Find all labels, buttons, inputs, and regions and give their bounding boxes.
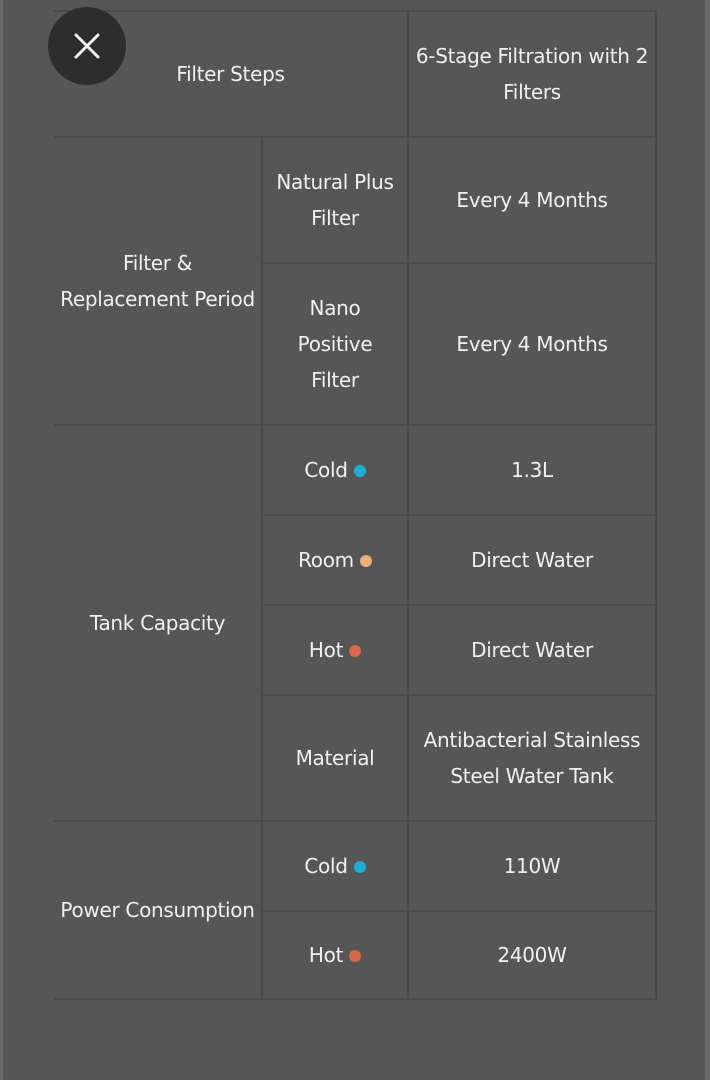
filter-replacement-label: Filter & Replacement Period [54,136,263,426]
power-cold-cell: Cold [261,820,409,912]
table-row: Room Direct Water [54,514,657,606]
tank-room-cell: Room [261,514,409,606]
power-consumption-label: Power Consumption [54,820,263,1000]
natural-plus-filter-label: Natural Plus Filter [261,136,409,264]
table-row: Hot Direct Water [54,604,657,696]
hot-dot-icon [349,949,362,962]
tank-room-value: Direct Water [407,514,657,606]
table-row: Filter & Replacement Period Natural Plus… [54,136,657,426]
tank-room-label: Room [298,548,354,572]
power-cold-value: 110W [407,820,657,912]
tank-capacity-label: Tank Capacity [54,424,263,822]
table-row: Hot 2400W [54,910,657,1000]
tank-hot-value: Direct Water [407,604,657,696]
filter-steps-value: 6-Stage Filtration with 2 Filters [407,10,657,138]
power-hot-cell: Hot [261,910,409,1000]
natural-plus-filter-value: Every 4 Months [407,136,657,264]
hot-dot-icon [349,644,362,657]
tank-material-label: Material [261,694,409,822]
left-edge [0,0,3,1080]
close-icon [74,33,100,59]
table-row: Material Antibacterial Stainless Steel W… [54,694,657,822]
power-cold-label: Cold [304,854,348,878]
room-dot-icon [359,554,372,567]
tank-material-value: Antibacterial Stainless Steel Water Tank [407,694,657,822]
cold-dot-icon [353,860,366,873]
table-row: Power Consumption Cold 110W [54,820,657,1000]
table-row: Nano Positive Filter Every 4 Months [54,262,657,426]
table-row: Tank Capacity Cold 1.3L [54,424,657,822]
cold-dot-icon [353,464,366,477]
power-hot-value: 2400W [407,910,657,1000]
table-row: Filter Steps 6-Stage Filtration with 2 F… [54,10,657,138]
spec-table: Filter Steps 6-Stage Filtration with 2 F… [54,10,657,1000]
power-hot-label: Hot [308,943,344,967]
tank-cold-value: 1.3L [407,424,657,516]
nano-positive-filter-label: Nano Positive Filter [261,262,409,426]
nano-positive-filter-value: Every 4 Months [407,262,657,426]
close-button[interactable] [48,7,126,85]
tank-hot-label: Hot [308,638,344,662]
tank-hot-cell: Hot [261,604,409,696]
tank-cold-label: Cold [304,458,348,482]
scrollbar-track[interactable] [705,0,710,1080]
tank-cold-cell: Cold [261,424,409,516]
